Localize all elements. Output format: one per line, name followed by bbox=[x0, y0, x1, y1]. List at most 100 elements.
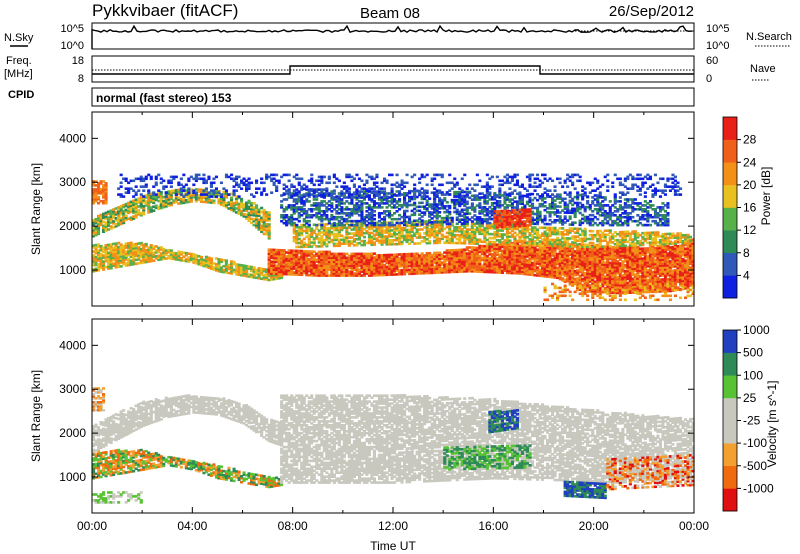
power-cell bbox=[337, 268, 341, 271]
power-cell bbox=[285, 215, 289, 219]
power-cell bbox=[543, 253, 547, 256]
power-cell bbox=[408, 232, 412, 236]
power-cell bbox=[618, 287, 622, 291]
power-cell bbox=[520, 239, 525, 243]
power-cell bbox=[335, 242, 339, 246]
power-cell bbox=[689, 272, 693, 275]
power-cell bbox=[528, 255, 532, 259]
power-cell bbox=[119, 220, 123, 224]
power-cell bbox=[633, 245, 637, 249]
power-cell bbox=[159, 246, 163, 249]
power-cell bbox=[668, 242, 673, 246]
power-cell bbox=[684, 277, 688, 280]
power-cell bbox=[102, 212, 106, 216]
power-cell bbox=[435, 225, 439, 229]
power-cell bbox=[653, 262, 658, 266]
power-cell bbox=[375, 258, 379, 261]
power-cell bbox=[189, 254, 193, 258]
power-cell bbox=[568, 229, 572, 232]
power-cell bbox=[365, 256, 369, 260]
power-cell bbox=[327, 230, 331, 234]
power-cell bbox=[393, 263, 397, 266]
power-cell bbox=[383, 273, 387, 277]
power-cell bbox=[315, 237, 319, 240]
power-cell bbox=[337, 232, 341, 236]
power-cell bbox=[445, 267, 449, 270]
power-cell bbox=[673, 271, 678, 274]
power-cell bbox=[350, 262, 354, 266]
power-cell bbox=[305, 250, 309, 253]
power-cell bbox=[443, 263, 447, 266]
power-cell bbox=[405, 240, 409, 244]
power-cell bbox=[684, 251, 688, 255]
power-cell bbox=[418, 260, 422, 263]
power-cell bbox=[122, 221, 126, 225]
power-cell bbox=[403, 226, 407, 230]
power-cell bbox=[144, 244, 148, 248]
power-cell bbox=[633, 257, 637, 261]
power-cell bbox=[603, 247, 607, 251]
power-cell bbox=[232, 207, 236, 211]
power-cell bbox=[498, 259, 502, 262]
power-cell bbox=[623, 230, 627, 234]
power-cell bbox=[357, 226, 362, 229]
power-cell bbox=[536, 232, 540, 235]
power-cell bbox=[493, 227, 497, 230]
power-cell bbox=[367, 235, 372, 239]
power-cell bbox=[681, 234, 685, 237]
power-cell bbox=[292, 208, 296, 211]
power-cell bbox=[608, 255, 612, 259]
power-cell bbox=[638, 239, 642, 243]
power-cell bbox=[290, 263, 294, 266]
power-cell bbox=[385, 229, 389, 232]
power-cell bbox=[613, 250, 617, 253]
power-cell bbox=[375, 223, 379, 227]
power-cell bbox=[230, 192, 234, 196]
power-cell bbox=[332, 274, 336, 277]
power-cell bbox=[307, 258, 311, 261]
power-cell bbox=[465, 252, 469, 255]
power-cell bbox=[601, 261, 605, 264]
power-cell bbox=[300, 229, 304, 233]
power-cell bbox=[445, 263, 449, 266]
power-cell bbox=[500, 269, 505, 272]
power-cell bbox=[533, 248, 537, 251]
power-cell bbox=[510, 261, 515, 265]
power-cell bbox=[322, 274, 326, 277]
power-cell bbox=[235, 265, 239, 268]
power-cell bbox=[563, 237, 567, 240]
power-cell bbox=[420, 252, 424, 255]
power-cell bbox=[583, 280, 587, 283]
power-cell bbox=[360, 254, 364, 258]
power-cell bbox=[601, 290, 605, 294]
power-cell bbox=[99, 260, 103, 264]
power-cell bbox=[219, 266, 224, 269]
power-cell bbox=[653, 268, 658, 272]
power-cell bbox=[370, 266, 374, 269]
power-cell bbox=[523, 251, 527, 254]
power-cell bbox=[561, 277, 565, 280]
power-cell bbox=[568, 245, 572, 248]
power-cell bbox=[342, 260, 346, 264]
power-cell bbox=[139, 202, 143, 205]
power-cell bbox=[618, 280, 622, 283]
power-cell bbox=[455, 264, 459, 268]
power-cell bbox=[400, 236, 404, 240]
power-cell bbox=[94, 225, 98, 229]
power-cell bbox=[315, 268, 319, 271]
power-cell bbox=[561, 265, 565, 268]
power-cell bbox=[92, 269, 96, 273]
power-cell bbox=[240, 264, 244, 267]
power-cell bbox=[473, 230, 477, 233]
power-cell bbox=[305, 229, 309, 233]
power-cell bbox=[686, 276, 690, 280]
power-cell bbox=[237, 273, 241, 276]
power-cell bbox=[413, 270, 417, 273]
power-cell bbox=[601, 265, 605, 268]
power-cell bbox=[370, 227, 374, 231]
noise-panel-frame bbox=[91, 22, 695, 50]
power-cell bbox=[395, 265, 399, 268]
power-cell bbox=[428, 255, 432, 259]
power-cell bbox=[197, 262, 201, 266]
power-cell bbox=[671, 285, 675, 288]
